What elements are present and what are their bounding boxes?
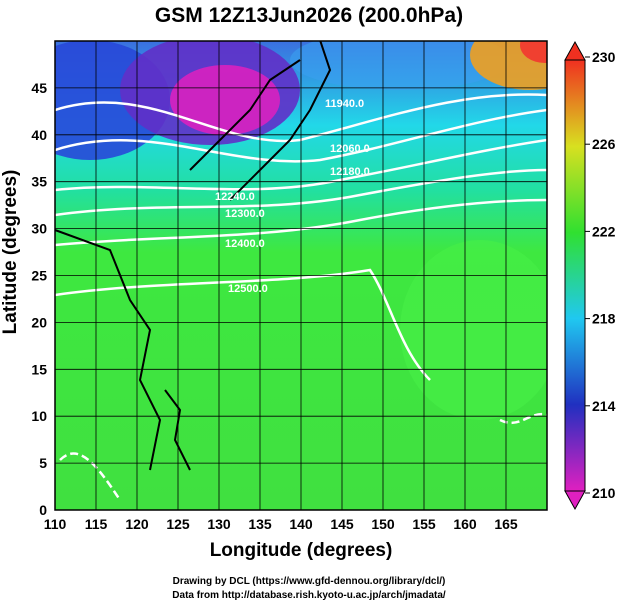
x-tick-label: 115	[85, 516, 108, 532]
x-tick-label: 155	[412, 516, 436, 532]
x-tick-label: 160	[453, 516, 477, 532]
contour-labels: 11940.0 12060.0 12180.0 12240.0 12300.0 …	[215, 98, 370, 295]
x-tick-label: 135	[248, 516, 272, 532]
plot-frame	[54, 40, 548, 511]
x-tick-label: 130	[207, 516, 231, 532]
x-tick-label: 150	[371, 516, 395, 532]
x-tick-label: 165	[494, 516, 518, 532]
title: GSM 12Z13Jun2026 (200.0hPa)	[155, 4, 463, 27]
contour-label: 12060.0	[330, 143, 370, 155]
colorbar-tick-label: 210	[592, 485, 616, 501]
x-tick-label: 145	[330, 516, 354, 532]
y-axis-label: Latitude (degrees)	[0, 170, 21, 335]
contour-label: 12240.0	[215, 191, 255, 203]
contour-label: 11940.0	[325, 98, 364, 110]
colorbar-min-arrow	[564, 490, 586, 511]
x-axis-label: Longitude (degrees)	[210, 540, 393, 561]
field	[55, 41, 547, 510]
x-tick-label: 110	[44, 516, 67, 532]
contour-label: 12400.0	[225, 238, 265, 250]
x-tick-label: 140	[289, 516, 313, 532]
colorbar-tick-label: 214	[592, 398, 616, 414]
y-tick-label: 35	[31, 174, 47, 190]
graticule	[54, 41, 547, 511]
y-tick-label: 45	[31, 80, 47, 96]
contour-label: 12300.0	[225, 208, 265, 220]
y-tick-label: 15	[31, 361, 47, 377]
y-tick-label: 10	[31, 408, 47, 424]
contour-label: 12500.0	[228, 283, 268, 295]
y-tick-label: 5	[39, 455, 47, 471]
x-tick-label: 125	[166, 516, 190, 532]
colorbar-tick-label: 218	[592, 311, 616, 327]
x-tick-label: 120	[125, 516, 149, 532]
credit: Data from http://database.rish.kyoto-u.a…	[172, 590, 446, 601]
y-tick-label: 20	[31, 314, 47, 330]
contour-label: 12180.0	[330, 166, 370, 178]
colorbar	[564, 59, 586, 492]
credit: Drawing by DCL (https://www.gfd-dennou.o…	[173, 576, 446, 587]
colorbar-tick-label: 222	[592, 223, 616, 239]
y-tick-label: 40	[31, 127, 47, 143]
colorbar-tick-label: 226	[592, 136, 616, 152]
y-tick-label: 25	[31, 268, 47, 284]
y-tick-label: 30	[31, 221, 47, 237]
y-tick-label: 0	[39, 502, 47, 518]
colorbar-tick-label: 230	[592, 49, 616, 65]
colorbar-max-arrow	[564, 40, 586, 61]
